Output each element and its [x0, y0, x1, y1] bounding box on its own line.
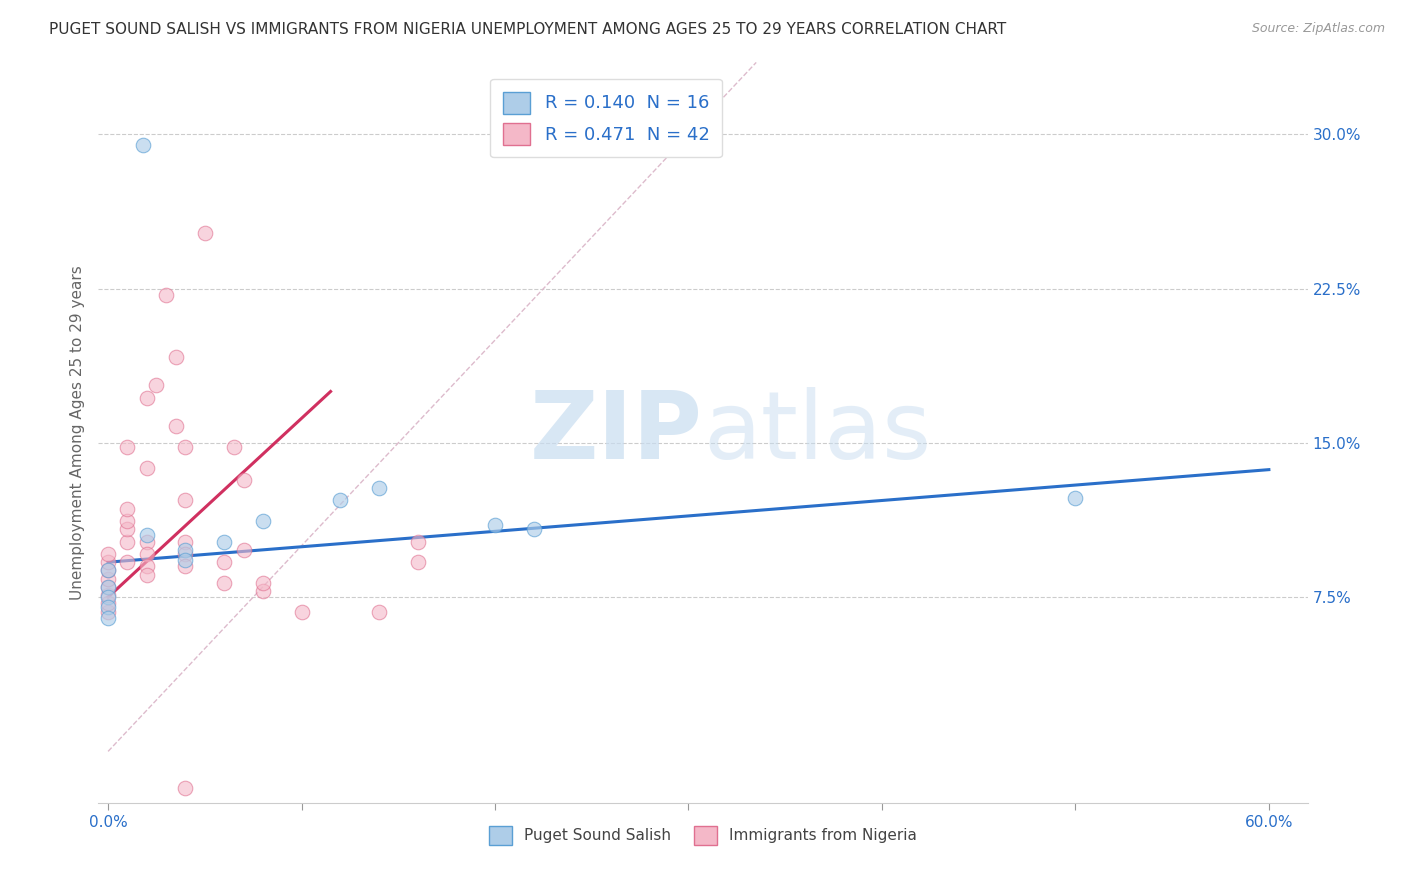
- Point: [135, 528, 157, 542]
- Point: [97, 580, 120, 594]
- Text: atlas: atlas: [703, 386, 931, 479]
- Point: [368, 605, 391, 619]
- Point: [290, 605, 312, 619]
- Point: [484, 518, 506, 533]
- Point: [97, 547, 120, 561]
- Point: [329, 493, 352, 508]
- Point: [97, 600, 120, 615]
- Point: [174, 534, 197, 549]
- Point: [222, 440, 245, 454]
- Point: [97, 596, 120, 610]
- Point: [523, 522, 546, 536]
- Point: [97, 572, 120, 586]
- Y-axis label: Unemployment Among Ages 25 to 29 years: Unemployment Among Ages 25 to 29 years: [69, 265, 84, 600]
- Point: [117, 501, 139, 516]
- Point: [194, 226, 217, 240]
- Point: [155, 288, 177, 302]
- Point: [174, 542, 197, 557]
- Point: [1064, 491, 1087, 506]
- Point: [117, 534, 139, 549]
- Point: [165, 350, 187, 364]
- Point: [232, 542, 254, 557]
- Point: [174, 440, 197, 454]
- Point: [252, 514, 274, 528]
- Point: [135, 391, 157, 405]
- Point: [145, 378, 167, 392]
- Point: [117, 522, 139, 536]
- Point: [165, 419, 187, 434]
- Point: [174, 547, 197, 561]
- Point: [97, 590, 120, 604]
- Point: [135, 559, 157, 574]
- Point: [135, 547, 157, 561]
- Point: [174, 559, 197, 574]
- Point: [117, 440, 139, 454]
- Point: [117, 514, 139, 528]
- Point: [406, 534, 429, 549]
- Point: [117, 555, 139, 569]
- Point: [174, 781, 197, 796]
- Point: [132, 137, 155, 152]
- Point: [97, 555, 120, 569]
- Point: [135, 460, 157, 475]
- Text: PUGET SOUND SALISH VS IMMIGRANTS FROM NIGERIA UNEMPLOYMENT AMONG AGES 25 TO 29 Y: PUGET SOUND SALISH VS IMMIGRANTS FROM NI…: [49, 22, 1007, 37]
- Text: ZIP: ZIP: [530, 386, 703, 479]
- Point: [174, 553, 197, 567]
- Point: [97, 563, 120, 577]
- Point: [97, 563, 120, 577]
- Point: [212, 555, 235, 569]
- Point: [135, 534, 157, 549]
- Point: [232, 473, 254, 487]
- Text: Source: ZipAtlas.com: Source: ZipAtlas.com: [1251, 22, 1385, 36]
- Point: [97, 605, 120, 619]
- Point: [368, 481, 391, 495]
- Point: [252, 584, 274, 599]
- Point: [174, 493, 197, 508]
- Point: [97, 580, 120, 594]
- Legend: Puget Sound Salish, Immigrants from Nigeria: Puget Sound Salish, Immigrants from Nige…: [482, 820, 924, 851]
- Point: [252, 575, 274, 590]
- Point: [97, 588, 120, 602]
- Point: [406, 555, 429, 569]
- Point: [135, 567, 157, 582]
- Point: [212, 534, 235, 549]
- Point: [212, 575, 235, 590]
- Point: [97, 611, 120, 625]
